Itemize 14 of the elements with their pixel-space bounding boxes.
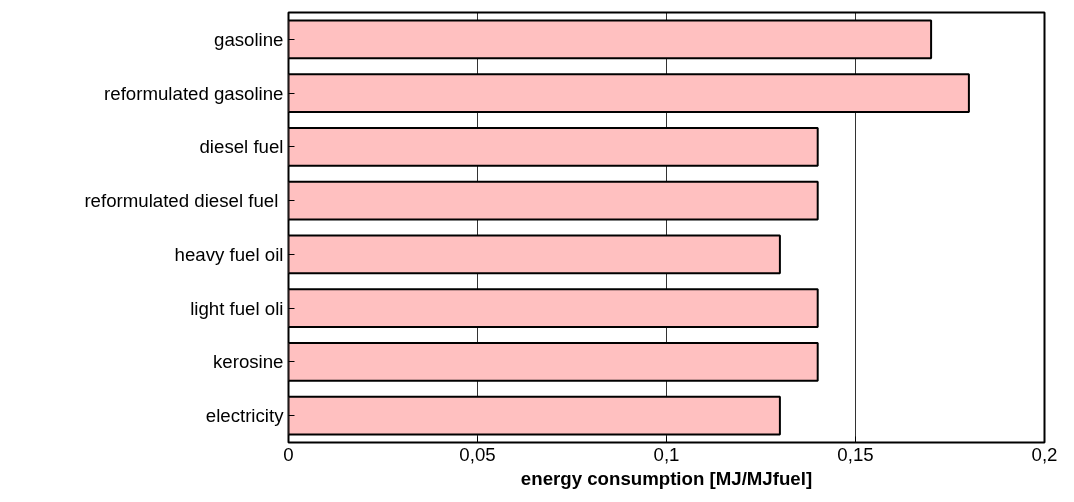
y-tick-label: gasoline xyxy=(214,28,284,50)
y-tick-label: kerosine xyxy=(212,351,284,373)
y-tick-label: reformulated gasoline xyxy=(104,82,284,104)
y-tick-label: heavy fuel oil xyxy=(174,243,284,265)
x-axis-title: energy consumption [MJ/MJfuel] xyxy=(520,467,813,489)
x-tick-label: 0,05 xyxy=(459,443,496,465)
y-tick-label: electricity xyxy=(205,405,285,427)
x-tick-label: 0,15 xyxy=(837,443,874,465)
y-tick-label: diesel fuel xyxy=(199,136,284,158)
x-tick-label: 0,1 xyxy=(653,443,680,465)
x-tick-label: 0,2 xyxy=(1031,443,1058,465)
y-tick-label: light fuel oli xyxy=(190,297,284,319)
x-tick-label: 0 xyxy=(283,443,294,465)
y-tick-label: reformulated diesel fuel xyxy=(84,190,279,212)
